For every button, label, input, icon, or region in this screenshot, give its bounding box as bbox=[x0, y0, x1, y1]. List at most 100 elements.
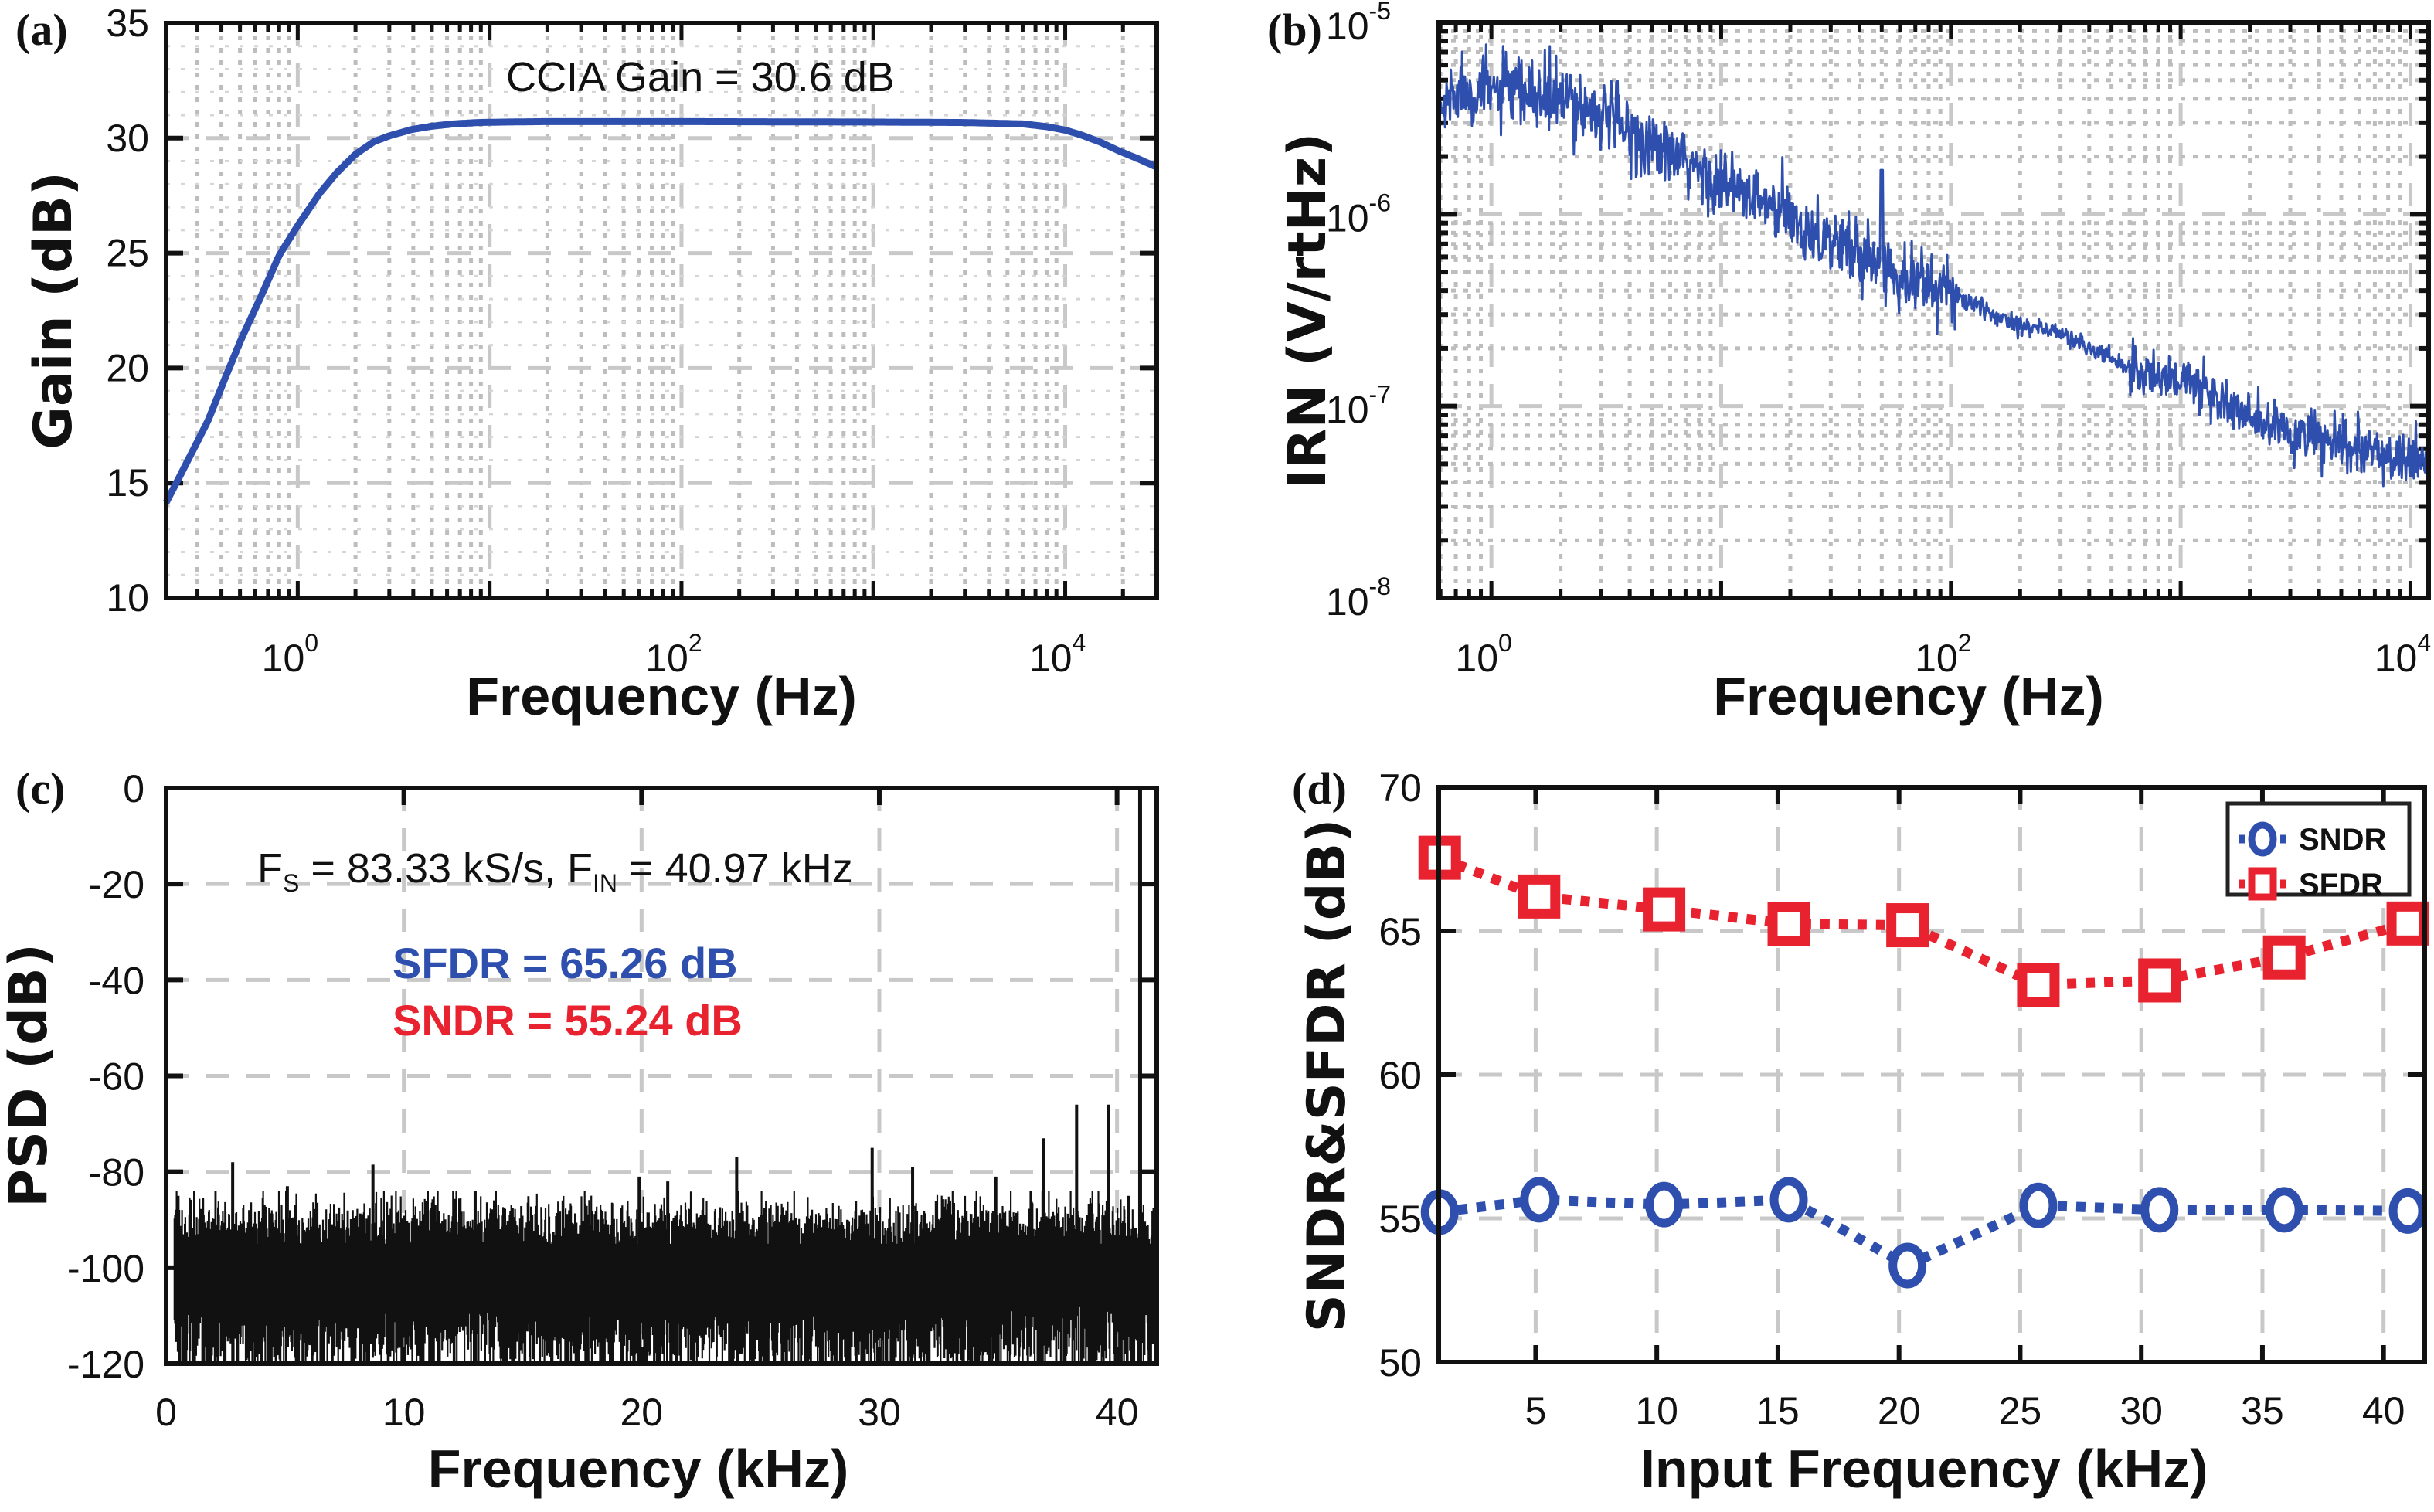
fs-value: = 83.33 kS/s, F bbox=[299, 845, 593, 892]
panel-b-xtick-label: 102 bbox=[1915, 629, 1971, 680]
panel-c-ytick-label: -100 bbox=[67, 1247, 144, 1290]
panel-b-xtick-label: 100 bbox=[1455, 629, 1511, 680]
legend-item-sndr: SNDR bbox=[2239, 821, 2386, 857]
panel-d-xlabel: Input Frequency (kHz) bbox=[1640, 1439, 2208, 1499]
panel-c-fs-annotation: FS = 83.33 kS/s, FIN = 40.97 kHz bbox=[257, 845, 853, 897]
panel-a-xtick-exp: 0 bbox=[304, 629, 318, 657]
panel-b-xtick-base: 10 bbox=[1455, 637, 1498, 680]
legend-label-sndr: SNDR bbox=[2299, 823, 2386, 857]
panel-d-xtick-label: 15 bbox=[1756, 1389, 1800, 1432]
panel-d-xtick-label: 30 bbox=[2120, 1389, 2163, 1432]
panel-a-series bbox=[163, 117, 1158, 505]
panel-label-d: (d) bbox=[1292, 763, 1347, 814]
panel-b-xtick-exp: 2 bbox=[1958, 629, 1972, 657]
panel-b-xtick-exp: 0 bbox=[1498, 629, 1512, 657]
panel-d-sfdr-marker bbox=[2138, 958, 2181, 1003]
panel-b-ytick-label: 10-8 bbox=[1326, 573, 1391, 623]
panel-a-ytick-label: 15 bbox=[106, 461, 149, 505]
panel-a-xlabel: Frequency (Hz) bbox=[466, 666, 857, 726]
panel-d-sndr-marker bbox=[2140, 1187, 2179, 1233]
panel-b-grid bbox=[1438, 22, 2429, 598]
panel-label-a: (a) bbox=[15, 5, 68, 55]
panel-d-legend: SNDR SFDR bbox=[2225, 801, 2412, 902]
panel-c-noise-core bbox=[174, 1243, 1154, 1306]
panel-d-xtick-label: 25 bbox=[1999, 1389, 2042, 1432]
panel-b-ytick-base: 10 bbox=[1326, 196, 1369, 240]
panel-a-xtick-exp: 2 bbox=[688, 629, 702, 657]
panel-d-sndr-marker bbox=[1888, 1242, 1927, 1289]
panel-b-ytick-base: 10 bbox=[1326, 5, 1369, 48]
panel-a-xtick-base: 10 bbox=[262, 637, 305, 680]
panel-d-ytick-label: 55 bbox=[1378, 1198, 1422, 1241]
panel-c-xlabel: Frequency (kHz) bbox=[428, 1439, 849, 1499]
panel-d-sndr-marker bbox=[1520, 1177, 1559, 1223]
panel-a-xtick-label: 102 bbox=[645, 629, 702, 680]
panel-d-sfdr-marker bbox=[1643, 887, 1686, 932]
panel-d-ytick-label: 50 bbox=[1378, 1341, 1422, 1385]
panel-a-gain-line bbox=[163, 117, 1158, 505]
panel-b-ytick-exp: -5 bbox=[1369, 0, 1391, 25]
panel-c-ticks: 0 10 20 30 40 0 -20 -40 -60 -80 -100 -120 bbox=[67, 767, 1157, 1434]
panel-d-xtick-label: 5 bbox=[1525, 1389, 1546, 1432]
panel-b-xtick-label: 104 bbox=[2375, 629, 2431, 680]
panel-b-ylabel: IRN (V/rtHz) bbox=[1277, 133, 1338, 488]
panel-d-series bbox=[1418, 835, 2429, 1289]
legend-circle-marker bbox=[2248, 821, 2277, 857]
panel-d-sfdr-marker bbox=[2262, 935, 2306, 980]
panel-c-ytick-label: -40 bbox=[89, 959, 144, 1002]
panel-b-xlabel: Frequency (Hz) bbox=[1713, 666, 2104, 726]
panel-b-ytick-base: 10 bbox=[1326, 580, 1369, 623]
panel-d-sndr-marker bbox=[2019, 1182, 2058, 1228]
panel-d-ylabel: SNDR&SFDR (dB) bbox=[1297, 819, 1358, 1333]
panel-a-xtick-exp: 4 bbox=[1072, 629, 1086, 657]
legend-label-sfdr: SFDR bbox=[2299, 868, 2383, 902]
panel-b-xtick-base: 10 bbox=[2375, 637, 2418, 680]
panel-b-ytick-base: 10 bbox=[1326, 389, 1369, 432]
panel-d-ytick-label: 70 bbox=[1378, 766, 1422, 810]
panel-b-ytick-exp: -8 bbox=[1369, 573, 1391, 600]
panel-c-xtick-label: 40 bbox=[1096, 1391, 1139, 1434]
panel-c-series bbox=[173, 788, 1155, 1364]
panel-c-sndr-annotation: SNDR = 55.24 dB bbox=[393, 996, 743, 1045]
panel-d-sfdr-marker bbox=[1886, 903, 1929, 948]
panel-b-ytick-label: 10-5 bbox=[1326, 0, 1391, 48]
panel-a-xtick-base: 10 bbox=[645, 637, 688, 680]
panel-d-sndr-sfdr: (d) 5 10 15 20 25 30 35 40 50 55 60 65 70 SNDR SFDR I… bbox=[1292, 763, 2429, 1499]
fs-prefix: F bbox=[257, 845, 283, 892]
panel-c-ytick-label: -120 bbox=[67, 1343, 144, 1386]
panel-b-irn-line bbox=[1437, 43, 2430, 488]
panel-a-grid bbox=[166, 23, 1159, 598]
panel-c-xtick-label: 30 bbox=[858, 1391, 901, 1434]
panel-d-sfdr-marker bbox=[1518, 874, 1561, 919]
panel-d-sfdr-marker bbox=[2017, 963, 2060, 1007]
panel-d-sndr-marker bbox=[1645, 1181, 1684, 1228]
panel-c-sfdr-annotation: SFDR = 65.26 dB bbox=[393, 939, 738, 987]
panel-d-xtick-label: 35 bbox=[2241, 1389, 2284, 1432]
panel-label-b: (b) bbox=[1267, 5, 1322, 55]
panel-a-ylabel: Gain (dB) bbox=[23, 172, 84, 450]
panel-a-xtick-base: 10 bbox=[1029, 637, 1073, 680]
panel-a-axes-box bbox=[164, 21, 1159, 600]
panel-b-axes-box bbox=[1436, 20, 2431, 600]
panel-d-axes-box bbox=[1436, 785, 2427, 1364]
panel-b-xtick-base: 10 bbox=[1915, 637, 1958, 680]
panel-b-ytick-label: 10-6 bbox=[1326, 189, 1391, 240]
panel-d-sndr-marker bbox=[1769, 1177, 1808, 1223]
panel-d-sfdr-marker bbox=[2386, 901, 2429, 946]
panel-b-ytick-exp: -6 bbox=[1369, 189, 1391, 216]
panel-c-xtick-label: 20 bbox=[620, 1391, 663, 1434]
panel-a-ytick-label: 25 bbox=[106, 232, 149, 275]
panel-d-sfdr-line bbox=[1437, 853, 2409, 990]
panel-c-ytick-label: 0 bbox=[123, 767, 144, 810]
panel-d-ytick-label: 60 bbox=[1378, 1054, 1422, 1097]
panel-d-xtick-label: 10 bbox=[1635, 1389, 1678, 1432]
panel-d-sfdr-marker bbox=[1767, 902, 1810, 946]
panel-d-sndr-marker bbox=[2265, 1187, 2303, 1233]
panel-c-ytick-label: -80 bbox=[89, 1151, 144, 1194]
panel-a-ytick-label: 35 bbox=[106, 2, 149, 45]
panel-b-series bbox=[1437, 43, 2430, 488]
